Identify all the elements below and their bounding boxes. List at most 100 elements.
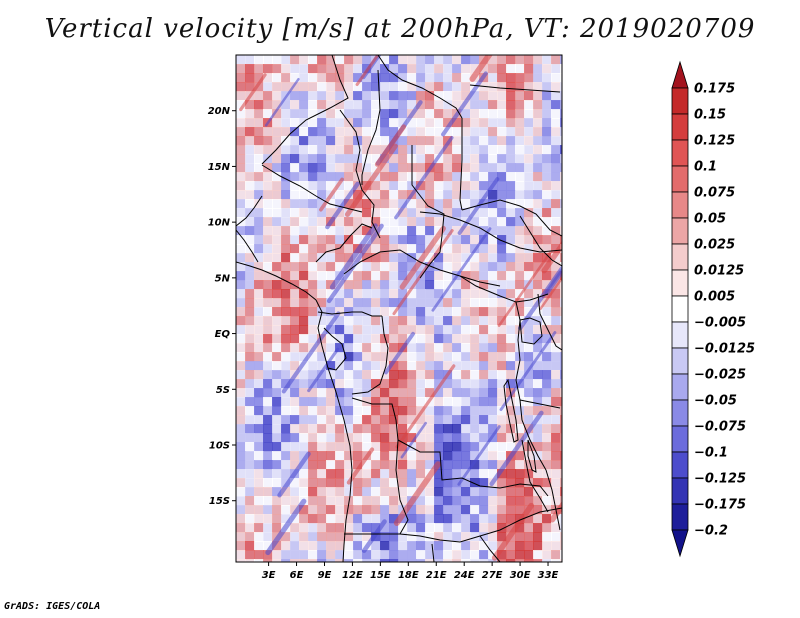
field-cell (380, 550, 390, 560)
field-cell (497, 307, 507, 317)
field-cell (299, 460, 309, 470)
field-cell (479, 181, 489, 191)
field-cell (308, 352, 318, 362)
field-cell (461, 118, 471, 128)
field-cell (362, 145, 372, 155)
field-cell (245, 172, 255, 182)
field-cell (389, 433, 399, 443)
field-cell (443, 289, 453, 299)
field-cells (236, 55, 562, 562)
field-cell (416, 64, 426, 74)
field-cell (362, 172, 372, 182)
border-sudan-ssudan (419, 211, 562, 253)
field-cell (515, 469, 525, 479)
field-cell (542, 55, 552, 65)
field-cell (452, 235, 462, 245)
field-cell (560, 235, 562, 245)
field-cell (497, 487, 507, 497)
field-cell (335, 73, 345, 83)
field-cell (380, 91, 390, 101)
field-cell (308, 217, 318, 227)
field-cell (515, 136, 525, 146)
field-cell (470, 478, 480, 488)
field-cell (533, 136, 543, 146)
field-cell (398, 352, 408, 362)
field-cell (263, 226, 273, 236)
field-cell (497, 460, 507, 470)
field-cell (479, 334, 489, 344)
field-cell (551, 523, 561, 533)
field-cell (380, 109, 390, 119)
field-cell (380, 73, 390, 83)
field-cell (524, 181, 534, 191)
field-cell (560, 343, 562, 353)
field-cell (335, 343, 345, 353)
field-cell (254, 316, 264, 326)
field-cell (362, 100, 372, 110)
field-cell (299, 559, 309, 562)
field-cell (245, 82, 255, 92)
field-cell (326, 343, 336, 353)
colorbar-segment (671, 477, 689, 505)
field-cell (533, 226, 543, 236)
field-cell (479, 91, 489, 101)
field-cell (452, 379, 462, 389)
field-cell (470, 109, 480, 119)
field-cell (362, 559, 372, 562)
field-cell (452, 496, 462, 506)
field-cell (353, 451, 363, 461)
field-cell (533, 82, 543, 92)
field-cell (425, 172, 435, 182)
field-cell (533, 559, 543, 562)
field-cell (425, 82, 435, 92)
field-cell (389, 424, 399, 434)
field-cell (533, 55, 543, 65)
field-cell (254, 478, 264, 488)
field-cell (290, 343, 300, 353)
field-cell (236, 460, 246, 470)
field-cell (515, 55, 525, 65)
field-cell (470, 433, 480, 443)
field-cell (398, 136, 408, 146)
field-cell (425, 343, 435, 353)
field-cell (254, 559, 264, 562)
field-cell (335, 217, 345, 227)
field-cell (245, 442, 255, 452)
field-cell (290, 451, 300, 461)
field-cell (425, 415, 435, 425)
field-cell (281, 55, 291, 65)
field-cell (299, 136, 309, 146)
field-cell (488, 379, 498, 389)
field-cell (506, 352, 516, 362)
field-cell (515, 487, 525, 497)
field-cell (245, 163, 255, 173)
field-cell (317, 388, 327, 398)
field-cell (560, 415, 562, 425)
field-cell (479, 550, 489, 560)
field-cell (299, 487, 309, 497)
field-cell (443, 325, 453, 335)
field-cell (434, 370, 444, 380)
field-cell (443, 433, 453, 443)
field-cell (533, 208, 543, 218)
field-cell (461, 496, 471, 506)
field-cell (416, 208, 426, 218)
field-cell (542, 541, 552, 551)
coastline-west (236, 261, 353, 562)
field-cell (272, 415, 282, 425)
field-cell (425, 478, 435, 488)
field-cell (443, 397, 453, 407)
field-cell (542, 163, 552, 173)
field-cell (425, 280, 435, 290)
field-cell (236, 208, 246, 218)
field-cell (470, 298, 480, 308)
field-cell (263, 262, 273, 272)
field-cell (443, 82, 453, 92)
field-streak (497, 251, 552, 327)
field-cell (371, 442, 381, 452)
field-cell (488, 343, 498, 353)
field-cell (326, 289, 336, 299)
border-namibia-botswana (431, 543, 435, 562)
field-cell (515, 253, 525, 263)
field-cell (488, 64, 498, 74)
